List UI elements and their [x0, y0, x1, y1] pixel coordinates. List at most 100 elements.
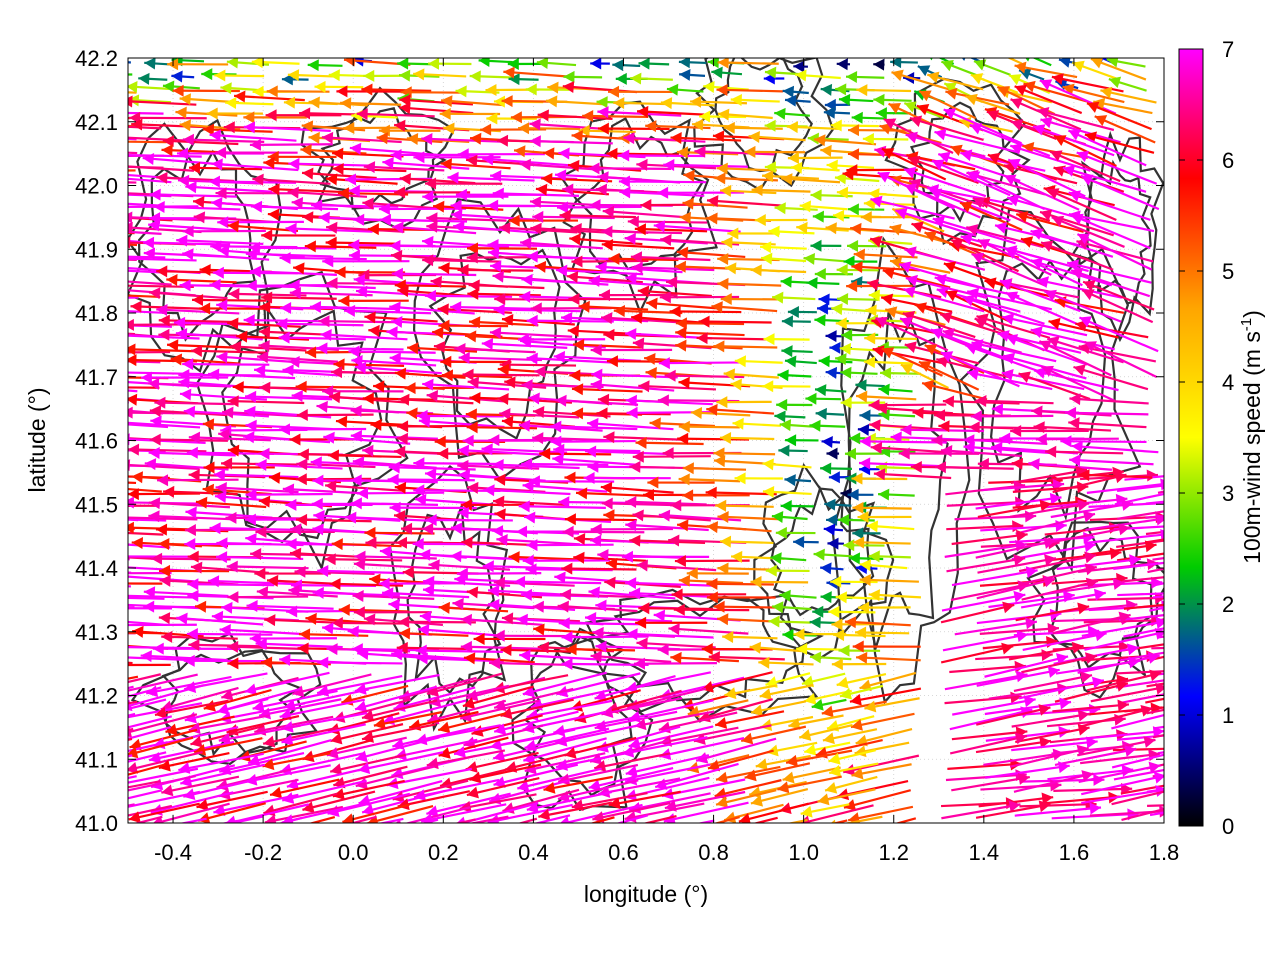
wind-vector [818, 355, 853, 368]
wind-vector [190, 561, 269, 574]
wind-vector [494, 293, 573, 306]
wind-vector [345, 511, 433, 524]
wind-vector [43, 408, 126, 420]
wind-vector [166, 273, 237, 286]
wind-vector [555, 394, 639, 407]
wind-vector [813, 134, 877, 147]
wind-vector [128, 423, 169, 429]
wind-vector [966, 368, 1053, 391]
wind-vector [1078, 761, 1161, 784]
wind-vector [759, 683, 814, 701]
wind-vector [254, 567, 331, 580]
wind-vector [288, 157, 375, 170]
wind-vector [588, 275, 674, 288]
wind-vector [317, 656, 403, 669]
wind-vector [762, 458, 812, 471]
colorbar-tick-label: 3 [1222, 481, 1234, 506]
wind-vector [350, 430, 438, 443]
wind-vector [949, 732, 1028, 755]
wind-vector [128, 571, 172, 575]
wind-vector [970, 73, 1019, 94]
wind-vector [969, 123, 1051, 157]
wind-vector [185, 506, 273, 519]
wind-vector [288, 279, 376, 292]
wind-vector [128, 543, 130, 546]
wind-vector [744, 145, 806, 158]
wind-vector [334, 266, 406, 279]
wind-vector [855, 651, 921, 664]
wind-vector [492, 737, 575, 762]
wind-vector [353, 274, 441, 287]
wind-vector [1090, 58, 1147, 81]
wind-vector [468, 316, 539, 329]
wind-vector [219, 624, 307, 637]
wind-vector [433, 200, 504, 213]
wind-vector [441, 369, 513, 382]
wind-vector [245, 390, 333, 403]
wind-vector [158, 564, 230, 577]
wind-vector [839, 684, 884, 700]
x-tick-label: 1.0 [788, 840, 819, 865]
wind-vector [838, 644, 881, 657]
wind-vector [809, 419, 846, 432]
colorbar-label-tail: ) [1239, 310, 1265, 318]
wind-vector [343, 304, 432, 317]
wind-vector [426, 749, 506, 770]
wind-vector [1013, 770, 1094, 793]
wind-vector [830, 815, 883, 823]
wind-vector [128, 527, 135, 531]
wind-vector [128, 354, 198, 367]
wind-vector [218, 724, 301, 745]
wind-vector [245, 488, 333, 501]
wind-vector [185, 181, 273, 194]
wind-vector [128, 318, 201, 331]
wind-vector [1015, 211, 1084, 233]
wind-vector [190, 344, 267, 357]
wind-vector [864, 697, 920, 713]
y-axis-ticks: 41.0 41.1 41.2 41.3 41.4 41.5 41.6 41.7 41.8 41.9… [75, 46, 1164, 836]
wind-vector [810, 239, 842, 252]
wind-vector [340, 97, 402, 110]
wind-vector [420, 803, 507, 823]
wind-vector [165, 715, 235, 736]
wind-vector [128, 774, 196, 792]
wind-vector [440, 355, 512, 368]
wind-vector [1121, 693, 1164, 704]
wind-vector [1054, 680, 1129, 703]
wind-vector [508, 73, 539, 86]
wind-vector [391, 267, 477, 280]
wind-vector [1052, 471, 1127, 494]
wind-vector [1030, 228, 1114, 258]
wind-vector [642, 815, 677, 823]
wind-vector [597, 122, 670, 135]
wind-vector [678, 420, 740, 433]
wind-vector [898, 447, 980, 460]
wind-vector [975, 704, 1051, 726]
wind-vector [138, 72, 168, 85]
wind-vector [362, 197, 441, 210]
wind-vector [903, 286, 985, 313]
wind-vector [248, 241, 337, 254]
wind-vector [285, 222, 373, 235]
wind-vector [940, 601, 1015, 624]
wind-vector [521, 273, 609, 286]
contour-line [300, 86, 456, 231]
wind-vector [202, 483, 272, 496]
wind-vector [227, 317, 301, 330]
wind-vector [847, 240, 887, 253]
wind-vector [128, 751, 167, 763]
wind-vector [723, 803, 784, 823]
wind-vector [1009, 143, 1091, 172]
colorbar-tick-label: 1 [1222, 703, 1234, 728]
wind-vector [734, 355, 783, 368]
wind-vector [602, 205, 683, 219]
wind-vector [782, 85, 809, 98]
wind-vector [940, 642, 1014, 664]
wind-vector [438, 601, 509, 614]
wind-vector [785, 434, 819, 447]
wind-vector [1094, 115, 1156, 144]
wind-vector [852, 501, 912, 514]
wind-vector [750, 788, 809, 807]
wind-vector [806, 277, 840, 290]
wind-vector [967, 171, 1046, 211]
